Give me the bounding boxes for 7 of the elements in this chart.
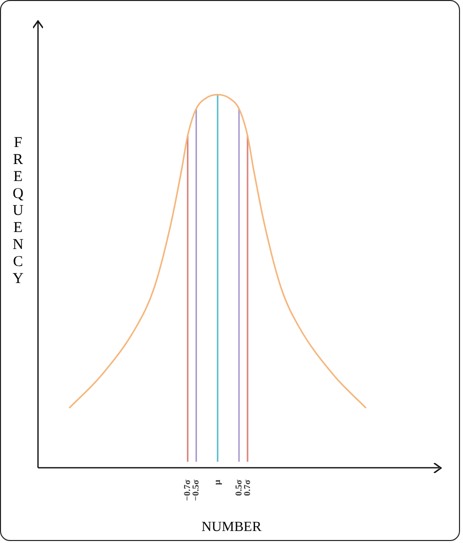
y-axis-title: FREQUENCY	[10, 135, 26, 288]
x-axis-title: NUMBER	[200, 520, 262, 536]
x-tick-label: −0.7σ	[182, 480, 192, 502]
x-tick-label: μ	[212, 480, 222, 485]
x-tick-label: 0.7σ	[242, 480, 252, 496]
x-tick-label: 0.5σ	[233, 480, 244, 496]
x-tick-label: −0.5σ	[190, 480, 201, 502]
